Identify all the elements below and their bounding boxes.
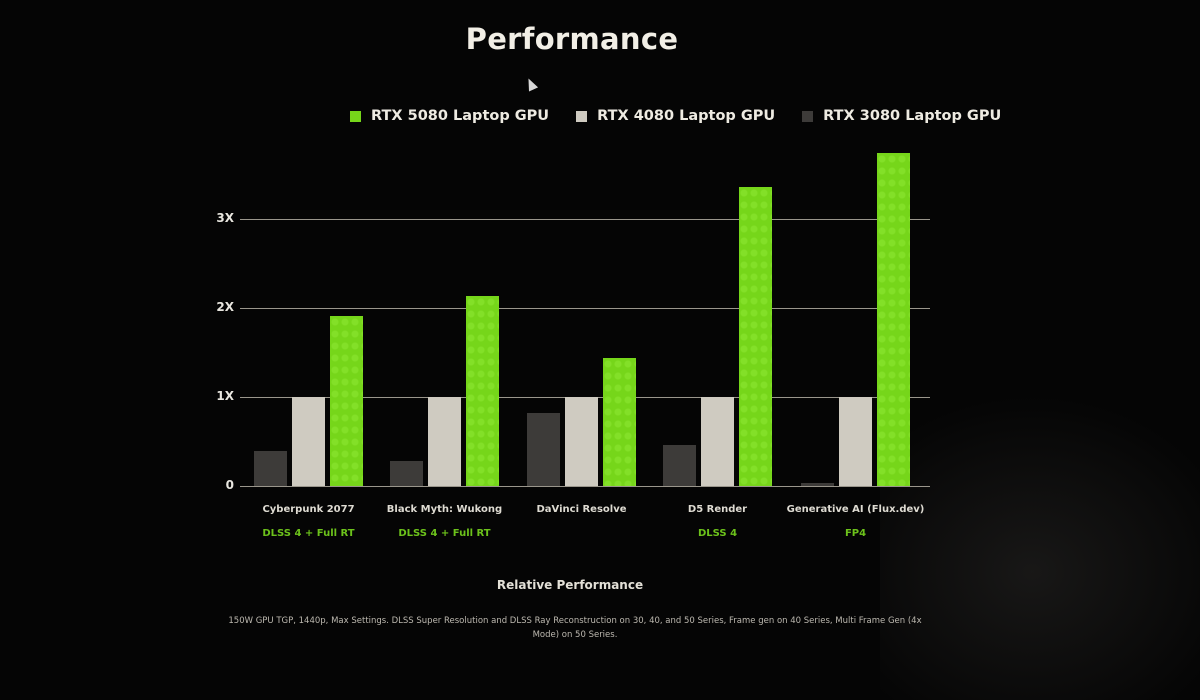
gridline <box>240 219 930 220</box>
y-tick-label: 1X <box>216 389 234 403</box>
bar-green <box>330 316 363 486</box>
legend-label: RTX 4080 Laptop GPU <box>597 108 776 124</box>
background-glow <box>880 380 1200 700</box>
legend-swatch-green <box>350 110 361 122</box>
bar-light <box>565 397 598 486</box>
bar-light <box>701 397 734 486</box>
bar-dark <box>390 461 423 486</box>
legend-item-3080: RTX 3080 Laptop GPU <box>802 108 1001 124</box>
legend-swatch-dark <box>802 110 814 122</box>
bar-green <box>603 357 636 486</box>
bar-light <box>839 397 872 486</box>
category-note: FP4 <box>844 528 867 539</box>
x-axis-title: Relative Performance <box>496 578 644 592</box>
mouse-cursor-icon <box>523 76 539 92</box>
category-note: DLSS 4 + Full RT <box>398 528 491 539</box>
category-label: Generative AI (Flux.dev) <box>786 504 925 515</box>
legend-swatch-light <box>576 110 588 122</box>
y-tick-label: 2X <box>216 300 234 314</box>
gridline <box>240 308 930 309</box>
legend-label: RTX 5080 Laptop GPU <box>371 108 550 124</box>
bar-green <box>466 296 499 486</box>
bar-green <box>739 186 772 486</box>
legend-item-5080: RTX 5080 Laptop GPU <box>350 108 549 124</box>
y-tick-label: 3X <box>216 211 234 225</box>
bar-light <box>428 397 461 486</box>
category-label: Black Myth: Wukong <box>386 504 503 515</box>
category-note: DLSS 4 + Full RT <box>262 528 355 539</box>
bar-dark <box>663 445 696 486</box>
bar-dark <box>254 451 287 486</box>
bar-green <box>877 153 910 486</box>
legend-item-4080: RTX 4080 Laptop GPU <box>576 108 775 124</box>
bar-light <box>292 397 325 486</box>
bar-dark <box>527 413 560 486</box>
bar-dark <box>801 483 834 486</box>
chart-title: Performance <box>465 22 679 56</box>
gridline <box>240 486 930 487</box>
y-tick-label: 0 <box>225 478 234 492</box>
legend-label: RTX 3080 Laptop GPU <box>823 108 1002 124</box>
category-label: D5 Render <box>687 504 748 515</box>
category-label: Cyberpunk 2077 <box>262 504 355 515</box>
category-note: DLSS 4 <box>697 528 738 539</box>
category-label: DaVinci Resolve <box>536 504 627 515</box>
legend: RTX 5080 Laptop GPU RTX 4080 Laptop GPU … <box>350 108 1028 124</box>
footnote: 150W GPU TGP, 1440p, Max Settings. DLSS … <box>228 616 922 640</box>
